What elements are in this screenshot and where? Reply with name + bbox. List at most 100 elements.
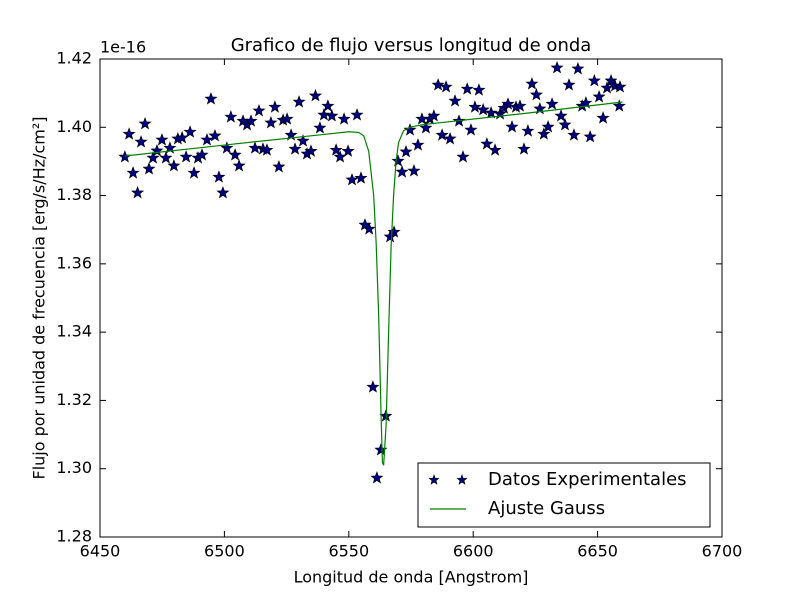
data-point [480, 137, 494, 150]
y-tick-label: 1.34 [56, 322, 92, 341]
data-point [150, 143, 164, 157]
data-point [317, 108, 331, 121]
data-point [596, 111, 610, 124]
y-tick-label: 1.42 [56, 49, 92, 68]
data-point [571, 62, 585, 75]
data-point [204, 92, 218, 105]
data-point [341, 144, 355, 157]
data-point [583, 129, 597, 143]
data-point [472, 83, 486, 96]
data-point [604, 73, 618, 87]
data-point [541, 120, 555, 133]
fit-line [124, 101, 623, 466]
y-axis-label: Flujo por unidad de frecuencia [erg/s/Hz… [30, 116, 49, 479]
x-tick-label: 6500 [204, 542, 245, 561]
data-point [220, 141, 234, 154]
data-point [562, 78, 576, 91]
data-point [521, 124, 535, 137]
data-point [260, 143, 274, 156]
data-point [537, 127, 551, 140]
data-point [142, 162, 156, 175]
data-point [146, 151, 160, 164]
data-point [232, 159, 246, 172]
data-point [403, 123, 417, 136]
data-point [248, 141, 262, 154]
data-point [370, 471, 384, 484]
y-tick-label: 1.32 [56, 390, 92, 409]
data-point [435, 128, 449, 141]
data-point [558, 118, 572, 131]
data-point [122, 127, 136, 140]
y-tick-label: 1.30 [56, 458, 92, 477]
data-point [411, 138, 425, 151]
data-point [399, 145, 413, 158]
data-point [134, 135, 148, 148]
data-point [354, 171, 368, 184]
data-point [592, 90, 606, 103]
legend-marker [456, 474, 468, 485]
data-point [179, 150, 193, 163]
data-point [587, 73, 601, 87]
y-offset-label: 1e-16 [100, 38, 146, 57]
data-point [313, 121, 327, 134]
data-point [501, 97, 515, 110]
data-point [288, 142, 302, 155]
data-point [448, 94, 462, 107]
data-point [488, 143, 502, 156]
data-point [155, 133, 169, 146]
data-point [579, 96, 593, 109]
data-point [272, 160, 286, 173]
data-point [138, 117, 152, 130]
data-point [329, 143, 343, 156]
chart-title: Grafico de flujo versus longitud de onda [231, 35, 592, 56]
x-axis-label: Longitud de onda [Angstrom] [294, 568, 529, 587]
data-point [439, 80, 453, 93]
data-point [337, 112, 351, 125]
data-point [513, 99, 527, 112]
x-tick-label: 6450 [80, 542, 121, 561]
data-point [308, 89, 322, 102]
data-point [195, 148, 209, 161]
data-point [228, 148, 242, 161]
legend-label: Ajuste Gauss [488, 498, 605, 519]
data-point [366, 380, 380, 393]
legend-marker [428, 474, 440, 485]
data-point [525, 77, 539, 90]
data-point [280, 112, 294, 125]
data-point [407, 164, 421, 177]
data-point [362, 222, 376, 235]
data-point [468, 100, 482, 113]
data-point [443, 132, 457, 145]
data-point [264, 115, 278, 129]
data-point [304, 144, 318, 157]
data-point [175, 131, 189, 144]
x-tick-label: 6650 [577, 542, 618, 561]
data-point [476, 103, 490, 116]
data-point [427, 109, 441, 122]
data-point [333, 150, 347, 163]
data-point [505, 120, 519, 133]
data-point [460, 82, 474, 95]
data-point [183, 125, 197, 138]
data-point [296, 134, 310, 147]
y-tick-label: 1.38 [56, 185, 92, 204]
data-point [224, 110, 238, 123]
y-tick-label: 1.40 [56, 117, 92, 136]
data-point [529, 87, 543, 101]
legend-label: Datos Experimentales [488, 469, 687, 490]
data-point [126, 166, 140, 179]
y-tick-label: 1.36 [56, 253, 92, 272]
x-tick-label: 6700 [702, 542, 743, 561]
data-point [216, 185, 230, 199]
data-point [387, 225, 401, 238]
y-tick-label: 1.28 [56, 527, 92, 546]
data-point [350, 108, 364, 121]
data-point [345, 173, 359, 186]
data-point [244, 114, 258, 127]
data-point [517, 142, 531, 155]
data-point [456, 150, 470, 163]
data-point [325, 109, 339, 122]
data-point [431, 78, 445, 91]
x-tick-label: 6600 [453, 542, 494, 561]
